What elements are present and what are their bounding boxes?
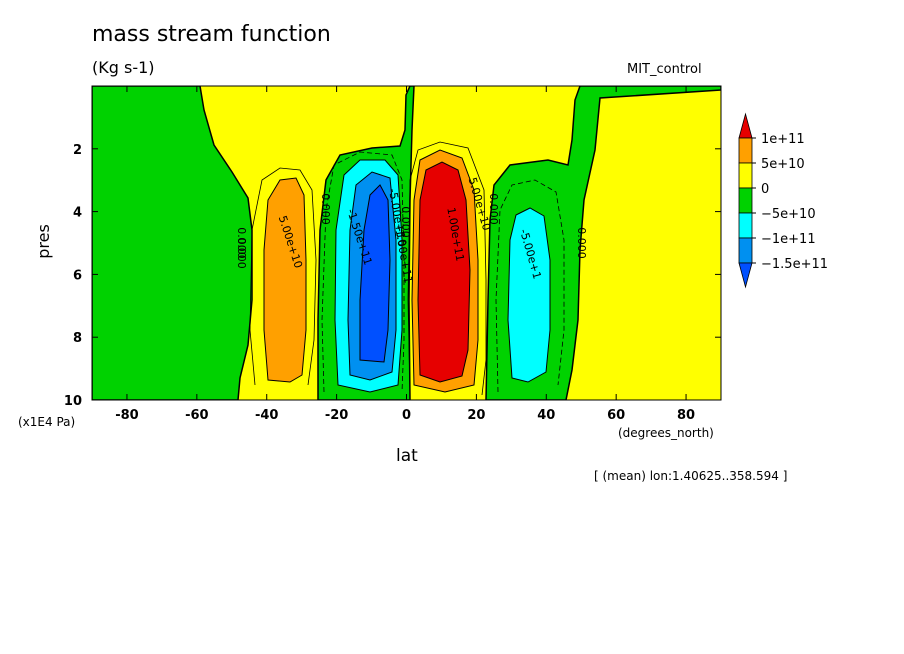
y-axis-units: (x1E4 Pa): [18, 415, 76, 429]
x-tick-label: 40: [537, 408, 555, 423]
contour-line: [407, 141, 487, 396]
contour-label: 0.000: [235, 227, 248, 259]
legend-label: −5e+10: [761, 207, 816, 222]
north-negative-core: [507, 207, 551, 383]
contour-label: 0.000: [575, 227, 588, 259]
legend-label: −1.5e+11: [761, 257, 828, 272]
x-axis-units: (degrees_north): [618, 426, 714, 440]
x-tick-label: -60: [185, 408, 209, 423]
legend-swatch: [738, 187, 753, 214]
contour-label: 0.000: [487, 193, 500, 225]
contour-line: [249, 167, 317, 386]
legend-label: 0: [761, 182, 769, 197]
x-tick-label: 0: [402, 408, 411, 423]
y-tick-label: 10: [64, 394, 82, 409]
x-tick-label: 60: [607, 408, 625, 423]
legend-swatch: [738, 137, 753, 164]
y-tick-label: 2: [73, 143, 82, 158]
contour-label: 0.000: [235, 237, 248, 269]
south-positive-core: [263, 177, 307, 383]
y-axis-ticks: 2 4 6 8 10: [64, 143, 721, 409]
x-tick-label: -40: [255, 408, 279, 423]
legend-label: 5e+10: [761, 157, 805, 172]
contour-line: [495, 179, 565, 393]
chart-caption: [ (mean) lon:1.40625..358.594 ]: [594, 469, 788, 483]
legend-swatch: [738, 162, 753, 189]
x-tick-label: 20: [467, 408, 485, 423]
y-tick-label: 4: [73, 206, 82, 221]
chart-units: (Kg s-1): [92, 58, 155, 77]
legend-swatch: [738, 112, 753, 139]
south-negative-core: [359, 184, 391, 363]
contour-line: [321, 151, 405, 393]
y-tick-label: 8: [73, 331, 82, 346]
x-axis-label: lat: [396, 446, 418, 466]
north-positive-core: [417, 161, 471, 383]
contour-label: 0.000: [399, 206, 412, 238]
legend-swatch: [738, 212, 753, 239]
x-tick-label: -80: [115, 408, 139, 423]
plot-area: [92, 86, 721, 400]
legend-label: −1e+11: [761, 232, 816, 247]
chart-title: mass stream function: [92, 22, 331, 47]
contour-label: 0.000: [319, 193, 332, 225]
run-label: MIT_control: [627, 62, 702, 77]
legend-label: 1e+11: [761, 132, 805, 147]
x-axis-ticks: -80 -60 -40 -20 0 20 40 60 80: [115, 86, 695, 423]
y-tick-label: 6: [73, 268, 82, 283]
x-tick-label: -20: [325, 408, 349, 423]
color-legend: 1e+11 5e+10 0 −5e+10 −1e+11 −1.5e+11: [738, 112, 828, 289]
legend-swatch: [738, 237, 753, 264]
x-tick-label: 80: [677, 408, 695, 423]
legend-swatch: [738, 262, 753, 289]
